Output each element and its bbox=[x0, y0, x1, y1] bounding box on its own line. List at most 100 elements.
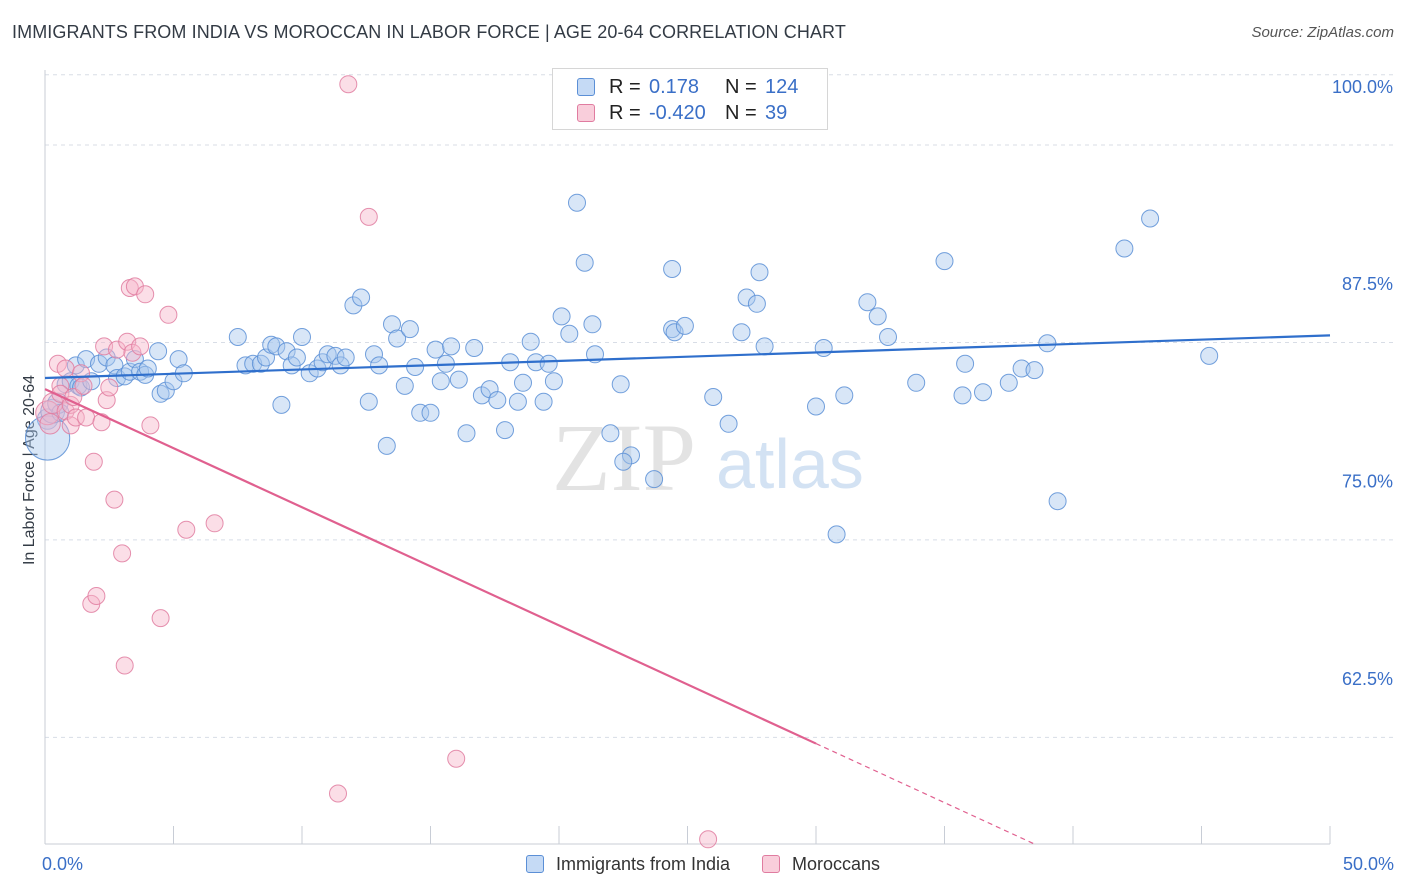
india-point[interactable] bbox=[169, 350, 188, 369]
india-point[interactable] bbox=[747, 294, 766, 313]
moroccan-point[interactable] bbox=[123, 343, 142, 362]
india-point[interactable] bbox=[601, 424, 620, 443]
india-point[interactable] bbox=[318, 345, 337, 364]
india-point[interactable] bbox=[732, 323, 751, 342]
legend-item-moroccan[interactable]: Moroccans bbox=[762, 854, 880, 875]
moroccan-point[interactable] bbox=[66, 408, 85, 427]
india-point[interactable] bbox=[365, 345, 383, 364]
india-point[interactable] bbox=[814, 339, 833, 357]
india-point[interactable] bbox=[935, 252, 954, 271]
india-point[interactable] bbox=[560, 324, 579, 343]
india-point[interactable] bbox=[953, 386, 972, 405]
india-point[interactable] bbox=[431, 372, 450, 391]
india-point[interactable] bbox=[359, 392, 378, 411]
india-point[interactable] bbox=[539, 354, 558, 373]
india-point[interactable] bbox=[267, 337, 286, 356]
india-point[interactable] bbox=[508, 392, 527, 411]
india-point[interactable] bbox=[858, 293, 877, 312]
india-point[interactable] bbox=[835, 386, 854, 405]
india-point[interactable] bbox=[521, 332, 540, 351]
india-point[interactable] bbox=[383, 315, 401, 334]
india-point[interactable] bbox=[622, 446, 640, 465]
india-point[interactable] bbox=[228, 328, 247, 346]
india-point[interactable] bbox=[272, 395, 291, 414]
india-point[interactable] bbox=[293, 328, 311, 346]
moroccan-point[interactable] bbox=[39, 413, 61, 435]
india-point[interactable] bbox=[575, 253, 594, 272]
india-point[interactable] bbox=[465, 339, 484, 357]
moroccan-point[interactable] bbox=[87, 587, 106, 605]
india-point[interactable] bbox=[488, 391, 507, 410]
india-point[interactable] bbox=[442, 337, 461, 356]
moroccan-point[interactable] bbox=[339, 75, 358, 94]
moroccan-point[interactable] bbox=[56, 359, 75, 378]
india-point[interactable] bbox=[400, 320, 419, 339]
india-point[interactable] bbox=[1115, 239, 1134, 258]
india-point[interactable] bbox=[287, 348, 306, 367]
india-point[interactable] bbox=[236, 356, 255, 375]
india-point[interactable] bbox=[377, 436, 396, 455]
india-point[interactable] bbox=[449, 370, 468, 389]
india-point[interactable] bbox=[544, 372, 563, 391]
india-point[interactable] bbox=[1012, 359, 1031, 378]
india-point[interactable] bbox=[737, 288, 756, 307]
india-point[interactable] bbox=[344, 296, 363, 315]
india-point[interactable] bbox=[151, 384, 170, 403]
india-point[interactable] bbox=[277, 342, 296, 361]
india-point[interactable] bbox=[568, 193, 586, 212]
india-point[interactable] bbox=[149, 342, 168, 361]
india-point[interactable] bbox=[1048, 492, 1067, 511]
moroccan-point[interactable] bbox=[159, 305, 178, 324]
moroccan-point[interactable] bbox=[151, 609, 170, 628]
india-point[interactable] bbox=[156, 381, 175, 400]
india-point[interactable] bbox=[704, 388, 723, 406]
moroccan-point[interactable] bbox=[136, 285, 155, 304]
india-point[interactable] bbox=[755, 337, 774, 356]
india-point[interactable] bbox=[552, 307, 571, 326]
moroccan-point[interactable] bbox=[84, 452, 103, 471]
india-point[interactable] bbox=[1141, 209, 1160, 228]
india-point[interactable] bbox=[999, 373, 1018, 392]
india-point[interactable] bbox=[974, 383, 992, 402]
moroccan-point[interactable] bbox=[177, 520, 196, 539]
india-point[interactable] bbox=[750, 263, 769, 282]
india-point[interactable] bbox=[956, 354, 975, 373]
india-point[interactable] bbox=[807, 397, 825, 416]
moroccan-point[interactable] bbox=[100, 378, 119, 397]
india-point[interactable] bbox=[1200, 346, 1219, 365]
india-point[interactable] bbox=[352, 288, 371, 307]
india-point[interactable] bbox=[879, 328, 897, 346]
india-point[interactable] bbox=[496, 421, 514, 440]
india-point[interactable] bbox=[1038, 334, 1057, 353]
india-point[interactable] bbox=[457, 424, 476, 443]
india-point[interactable] bbox=[719, 414, 738, 433]
india-point[interactable] bbox=[907, 373, 926, 392]
india-point[interactable] bbox=[675, 316, 694, 335]
moroccan-point[interactable] bbox=[131, 337, 150, 356]
india-point[interactable] bbox=[663, 260, 682, 278]
india-point[interactable] bbox=[138, 359, 157, 378]
india-point[interactable] bbox=[90, 354, 108, 373]
india-point[interactable] bbox=[614, 452, 633, 471]
india-point[interactable] bbox=[426, 340, 445, 359]
india-point[interactable] bbox=[583, 315, 602, 334]
india-point[interactable] bbox=[411, 403, 430, 422]
india-point[interactable] bbox=[827, 525, 846, 544]
india-point[interactable] bbox=[370, 356, 389, 375]
legend-item-india[interactable]: Immigrants from India bbox=[525, 854, 730, 875]
india-point[interactable] bbox=[336, 348, 355, 367]
india-point[interactable] bbox=[24, 415, 71, 461]
india-point[interactable] bbox=[1025, 361, 1044, 380]
moroccan-point[interactable] bbox=[329, 784, 347, 803]
moroccan-point[interactable] bbox=[74, 376, 93, 395]
moroccan-point[interactable] bbox=[699, 830, 718, 849]
moroccan-point[interactable] bbox=[115, 656, 134, 675]
india-point[interactable] bbox=[514, 373, 532, 392]
moroccan-point[interactable] bbox=[447, 749, 466, 768]
india-point[interactable] bbox=[395, 376, 414, 395]
india-point[interactable] bbox=[534, 392, 553, 411]
moroccan-point[interactable] bbox=[105, 490, 124, 509]
moroccan-point[interactable] bbox=[359, 207, 378, 226]
moroccan-point[interactable] bbox=[141, 416, 160, 435]
india-point[interactable] bbox=[868, 307, 887, 326]
